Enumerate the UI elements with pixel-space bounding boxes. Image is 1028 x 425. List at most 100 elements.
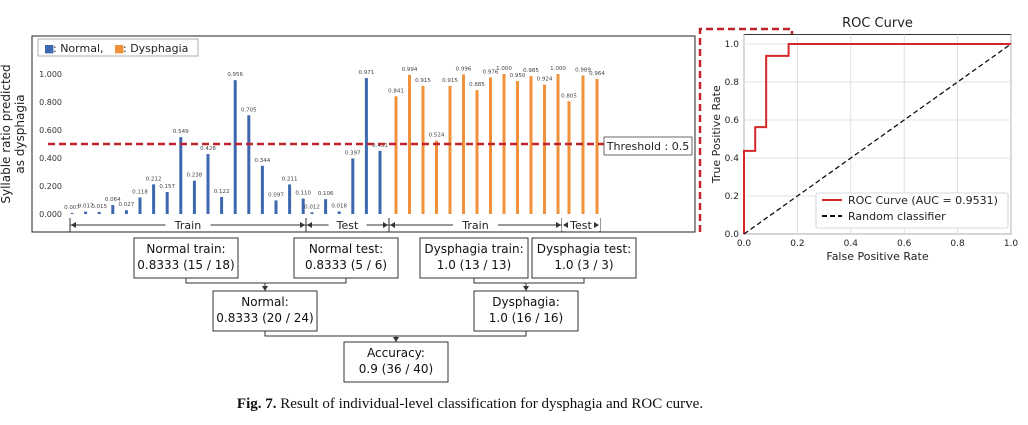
bar-value-label: 0.344	[255, 158, 271, 164]
flow-box-title: Accuracy:	[367, 346, 425, 360]
roc-ytick-label: 0.8	[725, 78, 740, 88]
bar-value-label: 0.018	[331, 203, 347, 209]
segment-arrow-left	[307, 222, 312, 228]
roc-ytick-label: 0.4	[725, 154, 740, 164]
bar-value-label: 0.841	[388, 88, 404, 94]
bar	[475, 90, 479, 214]
bar-value-label: 0.956	[227, 72, 243, 78]
segment-arrow-left	[71, 222, 76, 228]
threshold-box	[603, 136, 693, 156]
flow-box-normal-train	[133, 237, 239, 279]
bar-legend-box	[37, 38, 199, 57]
flow-box-value: 0.8333 (20 / 24)	[216, 311, 313, 325]
bar-value-label: 0.915	[442, 78, 458, 84]
segment-arrow-left	[390, 222, 395, 228]
roc-curve-line	[743, 43, 1011, 234]
bar-value-label: 0.122	[214, 189, 230, 195]
bar	[351, 158, 355, 214]
bar	[462, 74, 465, 214]
bar	[192, 180, 196, 214]
bar	[165, 192, 169, 214]
segment-arrow-left	[563, 222, 568, 228]
roc-ytick-label: 0.2	[725, 192, 739, 202]
flow-arrow	[262, 286, 268, 291]
bar	[288, 184, 292, 214]
flow-box-title: Dysphagia train:	[424, 242, 523, 256]
bar-value-label: 0.012	[304, 204, 320, 210]
bar	[595, 79, 599, 214]
bar	[247, 115, 251, 214]
roc-ytick-label: 0.0	[725, 230, 740, 240]
flow-box-dysphagia	[473, 290, 579, 332]
bar-value-label: 0.915	[415, 78, 431, 84]
bar-value-label: 0.996	[456, 67, 472, 73]
segment-label: Test	[569, 219, 592, 232]
caption-text: Result of individual-level classificatio…	[276, 396, 704, 412]
bar-value-label: 0.007	[64, 205, 80, 211]
roc-xtick-label: 0.8	[950, 239, 965, 249]
bar-chart-frame	[31, 35, 696, 233]
legend-label: : Normal,	[53, 42, 104, 55]
segment-label: Train	[461, 219, 488, 232]
roc-ylabel: True Positive Rate	[710, 85, 723, 184]
bar-value-label: 0.212	[146, 176, 162, 182]
flow-connector	[264, 331, 527, 337]
bar-value-label: 0.428	[200, 146, 216, 152]
roc-legend-box	[815, 192, 1009, 229]
bar-value-label: 0.976	[483, 69, 499, 75]
bar	[435, 140, 438, 214]
flow-box-dysphagia-test	[531, 237, 637, 279]
bar-value-label: 0.451	[372, 143, 388, 149]
legend-marker: ■	[44, 42, 54, 55]
segment-label-bg	[328, 218, 367, 231]
flow-box-accuracy	[343, 341, 449, 383]
bar-value-label: 0.805	[561, 93, 577, 99]
bar	[310, 212, 314, 214]
flow-box-title: Dysphagia test:	[537, 242, 631, 256]
bar-value-label: 0.106	[318, 191, 334, 197]
bar-value-label: 0.964	[589, 71, 605, 77]
legend-marker: ■	[114, 42, 124, 55]
bar-value-label: 0.705	[241, 107, 257, 113]
segment-label: Test	[336, 219, 359, 232]
bar-ytick-label: 0.000	[39, 210, 62, 219]
bar-ytick-label: 0.600	[39, 126, 62, 135]
bar	[274, 200, 278, 214]
bar-value-label: 0.885	[469, 82, 485, 88]
roc-xtick-label: 0.0	[737, 239, 752, 249]
bar-value-label: 0.110	[295, 191, 311, 197]
bar-value-label: 0.994	[402, 67, 418, 73]
bar	[408, 74, 411, 214]
bar-ytick-label: 0.800	[39, 98, 62, 107]
figure-caption: Fig. 7. Result of individual-level class…	[0, 396, 940, 413]
bar-value-label: 0.118	[132, 189, 148, 195]
bar-value-label: 0.971	[359, 70, 375, 76]
bar-value-label: 1.000	[550, 66, 566, 72]
bar	[364, 78, 368, 214]
bar-value-label: 0.097	[268, 192, 284, 198]
bar	[448, 85, 452, 215]
roc-ytick-label: 1.0	[725, 40, 740, 50]
bar-value-label: 0.924	[537, 77, 553, 83]
bar	[337, 211, 341, 214]
bar	[378, 150, 382, 214]
roc-legend-label: Random classifier	[848, 210, 946, 223]
segment-label-bg	[165, 218, 211, 231]
bar	[138, 197, 142, 214]
flow-arrow	[393, 337, 399, 342]
bar-value-label: 0.397	[345, 150, 361, 156]
flow-box-dysphagia-train	[419, 237, 529, 279]
segment-label-bg	[562, 218, 600, 231]
bar	[516, 81, 519, 214]
roc-xlabel: False Positive Rate	[826, 250, 928, 263]
bar	[97, 211, 101, 214]
flow-arrow	[523, 286, 529, 291]
bar-ytick-label: 0.200	[39, 182, 62, 191]
flow-box-value: 1.0 (16 / 16)	[489, 311, 563, 325]
bar-value-label: 0.524	[429, 133, 445, 139]
legend-label: : Dysphagia	[123, 42, 188, 55]
bar	[324, 199, 328, 214]
bar	[84, 211, 88, 214]
bar	[220, 196, 224, 214]
bar-value-label: 0.238	[187, 173, 203, 179]
